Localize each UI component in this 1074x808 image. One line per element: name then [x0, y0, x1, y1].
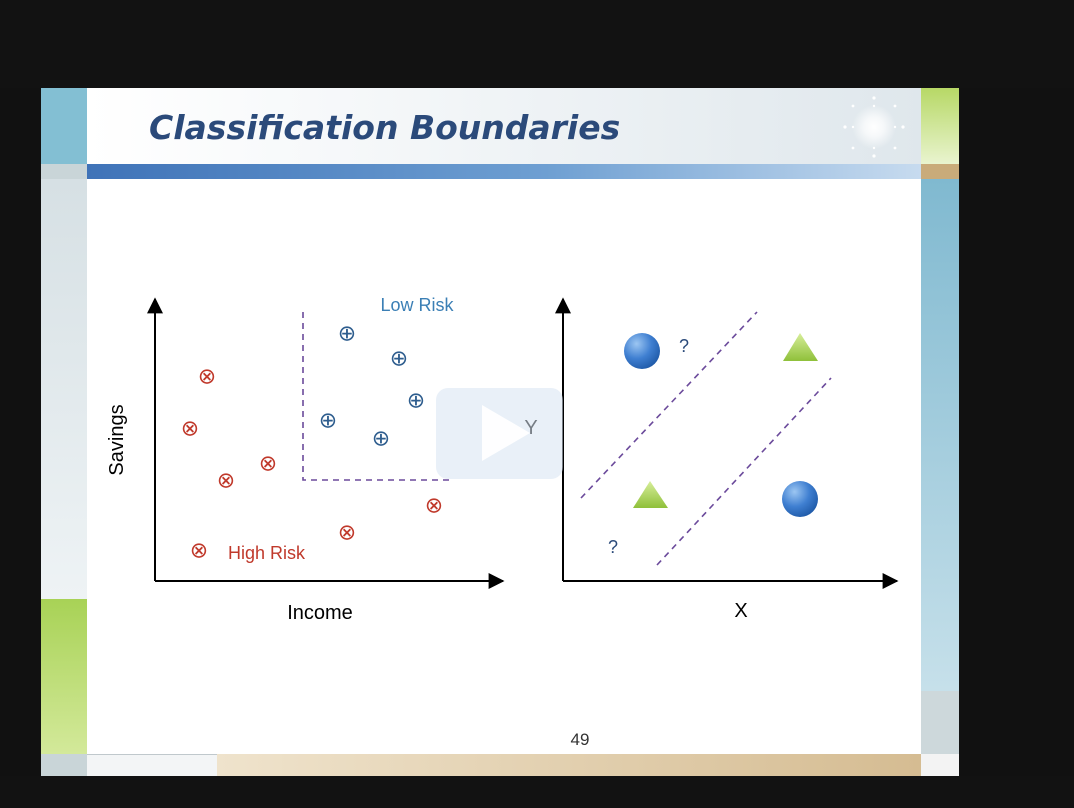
right-diagram: Y X ? ?: [524, 297, 899, 622]
class-circle-1: [624, 333, 660, 369]
title-stripe: [87, 164, 921, 179]
left-diagram: Savings Income Low Risk High Risk ⊕ ⊕ ⊕ ⊕⊕ …: [106, 295, 505, 624]
low-risk-point-5: ⊕: [372, 426, 390, 451]
class-circle-2: [782, 481, 818, 517]
high-risk-label: High Risk: [228, 543, 306, 563]
window-bottom-bar: [0, 776, 1074, 808]
low-risk-point-1: ⊕: [338, 321, 356, 346]
left-decision-boundary: [302, 312, 451, 481]
low-risk-point-2: ⊕: [390, 346, 408, 371]
unknown-label-1: ?: [679, 336, 689, 356]
deco-left-mid: [41, 164, 87, 179]
high-risk-points: ⊗ ⊗ ⊗ ⊗ ⊗ ⊗ ⊗: [181, 364, 443, 563]
high-risk-point-7: ⊗: [190, 538, 208, 563]
video-play-button[interactable]: [436, 388, 563, 479]
deco-bottom-tan: [217, 754, 921, 776]
sparkle-icon: [843, 96, 905, 158]
low-risk-points: ⊕ ⊕ ⊕ ⊕ ⊕: [319, 321, 425, 451]
deco-right-top: [921, 88, 959, 164]
title-band: [87, 88, 921, 164]
boundary-line-lower: [656, 377, 832, 566]
deco-left-bottom: [41, 754, 87, 776]
low-risk-point-3: ⊕: [407, 388, 425, 413]
high-risk-point-6: ⊗: [338, 520, 356, 545]
high-risk-point-2: ⊗: [181, 416, 199, 441]
deco-bottom-left: [87, 754, 217, 776]
low-risk-label: Low Risk: [380, 295, 454, 315]
deco-right-gray: [921, 691, 959, 754]
deco-left-long: [41, 179, 87, 599]
high-risk-point-4: ⊗: [217, 468, 235, 493]
deco-left-green: [41, 599, 87, 754]
x-axis-label: X: [734, 600, 747, 622]
window-top-bar: [0, 0, 1074, 88]
play-icon: [482, 405, 530, 461]
deco-right-long: [921, 179, 959, 691]
deco-right-mid: [921, 164, 959, 179]
page-number: 49: [570, 730, 590, 749]
slide-title: Classification Boundaries: [149, 108, 621, 147]
low-risk-point-4: ⊕: [319, 408, 337, 433]
class-triangle-1: [783, 333, 818, 361]
high-risk-point-3: ⊗: [259, 451, 277, 476]
diagrams: Savings Income Low Risk High Risk ⊕ ⊕ ⊕ ⊕⊕ …: [106, 295, 899, 624]
slide: Classification Boundaries: [41, 88, 959, 776]
unknown-label-2: ?: [608, 537, 618, 557]
boundary-line-upper: [580, 311, 758, 499]
high-risk-point-5: ⊗: [425, 493, 443, 518]
high-risk-point-1: ⊗: [198, 364, 216, 389]
savings-axis-label: Savings: [106, 404, 128, 475]
deco-left-top: [41, 88, 87, 164]
deco-right-bottom: [921, 754, 959, 776]
class-triangle-2: [633, 481, 668, 508]
income-axis-label: Income: [287, 602, 353, 624]
